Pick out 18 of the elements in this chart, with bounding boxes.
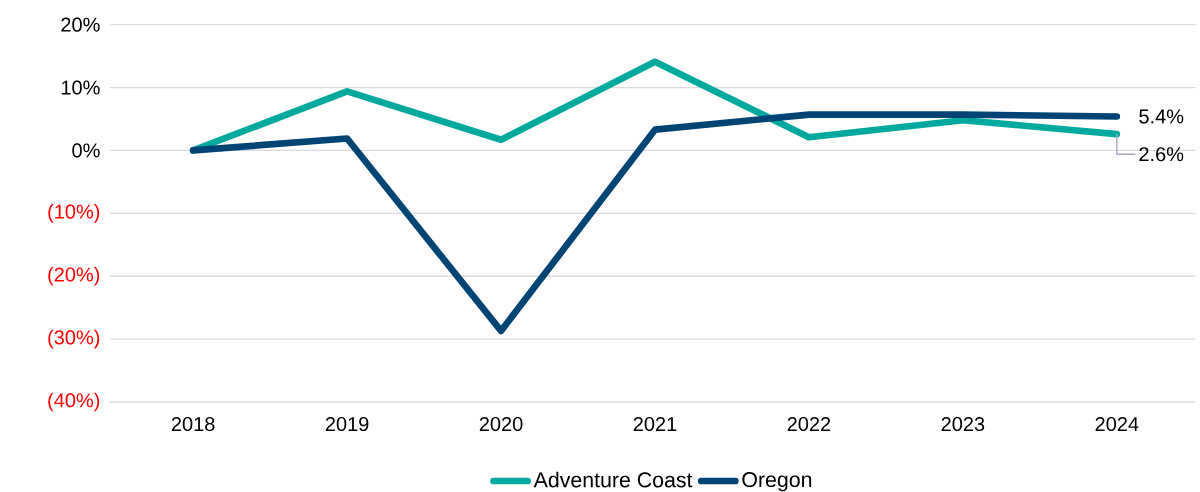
data-label: 5.4%: [1139, 109, 1184, 124]
x-tick-label: 2022: [787, 416, 831, 432]
y-tick-label: (20%): [48, 266, 100, 286]
legend-label: Adventure Coast: [533, 471, 693, 488]
data-label: 2.6%: [1139, 147, 1184, 162]
y-tick-label: 0%: [72, 143, 100, 158]
legend-label: Oregon: [742, 472, 812, 492]
y-tick-label: (10%): [48, 204, 100, 223]
y-tick-label: (30%): [48, 329, 100, 349]
x-tick-label: 2023: [941, 416, 985, 432]
y-tick-label: 10%: [61, 80, 100, 95]
x-tick-label: 2019: [325, 416, 369, 432]
x-tick-label: 2020: [479, 416, 523, 432]
x-tick-label: 2024: [1095, 416, 1139, 432]
x-tick-label: 2018: [171, 416, 215, 432]
x-tick-label: 2021: [633, 416, 677, 432]
y-tick-label: 20%: [61, 17, 100, 32]
y-tick-label: (40%): [48, 392, 100, 412]
